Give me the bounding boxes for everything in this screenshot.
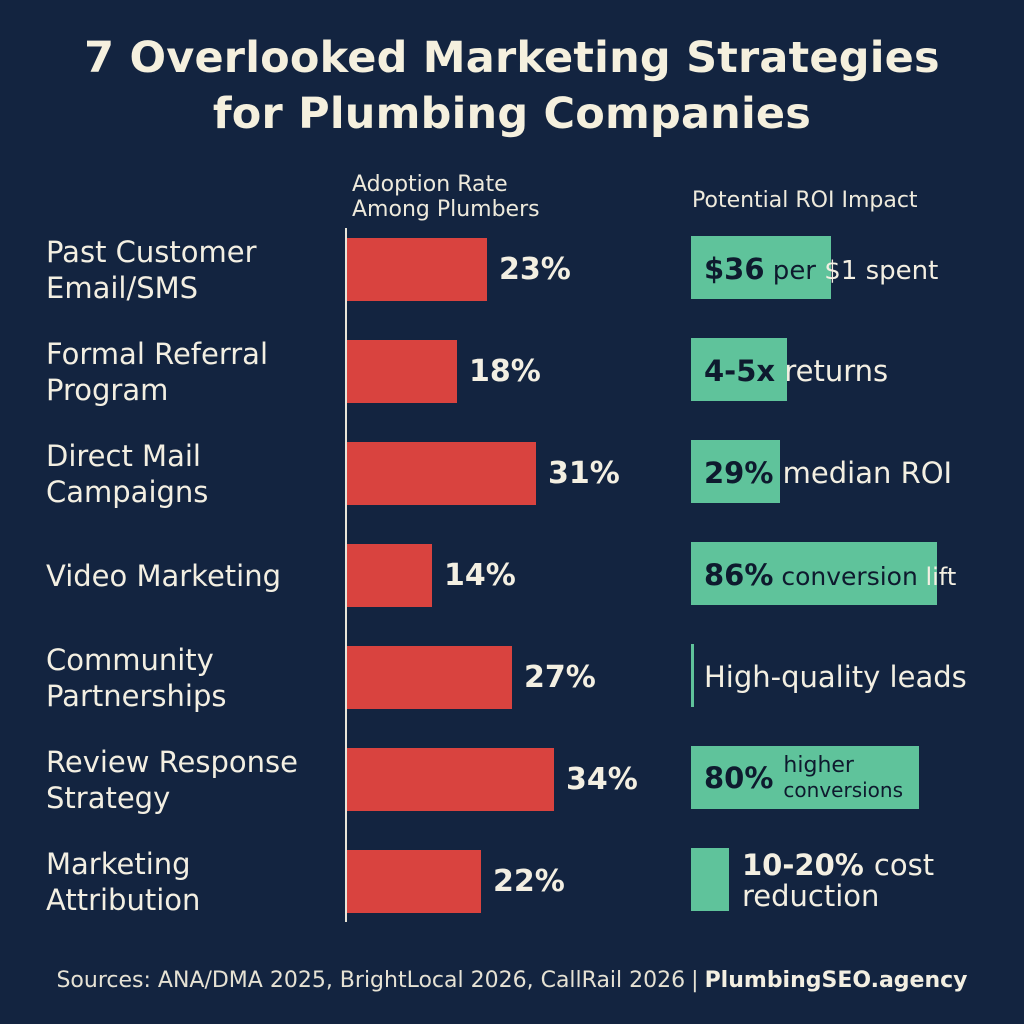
roi-rest: returns <box>775 354 889 388</box>
adoption-bar <box>347 238 487 301</box>
roi-highlight: 80% <box>704 761 774 795</box>
roi-rest: lift <box>917 563 957 591</box>
adoption-bar <box>347 850 481 913</box>
footer-separator: | <box>691 968 699 993</box>
roi-impact-text: High-quality leads <box>704 659 967 700</box>
roi-highlight-box <box>691 644 694 707</box>
roi-highlight-box <box>691 236 831 299</box>
category-label: Formal Referral Program <box>46 336 268 408</box>
category-label: Past Customer Email/SMS <box>46 234 257 306</box>
category-label-line: Community <box>46 643 214 677</box>
roi-mid: conversion <box>773 562 918 591</box>
roi-mid: per <box>764 256 817 286</box>
bar-axis-line <box>345 228 347 922</box>
adoption-value-label: 22% <box>493 864 565 899</box>
category-label-line: Email/SMS <box>46 271 199 305</box>
roi-impact-text: $36 per $1 spent <box>704 251 938 292</box>
category-label: Direct Mail Campaigns <box>46 438 208 510</box>
roi-rest: median ROI <box>773 456 953 490</box>
category-label-line: Partnerships <box>46 679 227 713</box>
adoption-bar <box>347 340 457 403</box>
roi-line: reduction <box>742 879 880 913</box>
roi-rest: $1 spent <box>816 256 939 286</box>
category-label: Video Marketing <box>46 558 281 594</box>
roi-mid: higher conversions <box>783 753 904 803</box>
roi-highlight-box <box>691 338 787 401</box>
roi-impact-text: 80% higher conversions <box>704 753 904 803</box>
roi-highlight: 10-20% <box>742 848 874 882</box>
category-label-line: Video Marketing <box>46 559 282 593</box>
chart-title: 7 Overlooked Marketing Strategies for Pl… <box>0 30 1024 142</box>
roi-impact-text: 86% conversion lift <box>704 557 956 598</box>
category-label: Marketing Attribution <box>46 846 200 918</box>
adoption-rate-header: Adoption Rate Among Plumbers <box>352 172 540 222</box>
adoption-value-label: 31% <box>548 456 620 491</box>
roi-rest: High-quality leads <box>704 660 967 694</box>
roi-impact-text: 4-5x returns <box>704 353 888 394</box>
chart-title-line-1: 7 Overlooked Marketing Strategies <box>84 33 940 83</box>
category-label-line: Review Response <box>46 745 298 779</box>
category-label-line: Program <box>46 373 169 407</box>
adoption-bar <box>347 646 512 709</box>
sources-text: Sources: ANA/DMA 2025, BrightLocal 2026,… <box>56 968 686 993</box>
category-label-line: Direct Mail <box>46 439 201 473</box>
roi-highlight-box <box>691 848 729 911</box>
roi-highlight-box <box>691 440 780 503</box>
category-label-line: Past Customer <box>46 235 257 269</box>
roi-highlight-box <box>691 746 919 809</box>
roi-line: 10-20% cost <box>742 850 934 881</box>
roi-highlight-box <box>691 542 937 605</box>
adoption-value-label: 27% <box>524 660 596 695</box>
roi-highlight: 29% <box>704 456 774 490</box>
brand-name: PlumbingSEO.agency <box>704 968 968 993</box>
chart-title-line-2: for Plumbing Companies <box>212 89 812 139</box>
adoption-value-label: 18% <box>469 354 541 389</box>
roi-highlight: $36 <box>704 252 765 286</box>
roi-impact-header: Potential ROI Impact <box>692 188 918 213</box>
adoption-value-label: 14% <box>444 558 516 593</box>
adoption-bar <box>347 544 432 607</box>
adoption-bar <box>347 442 536 505</box>
category-label: Community Partnerships <box>46 642 226 714</box>
adoption-value-label: 23% <box>499 252 571 287</box>
category-label-line: Attribution <box>46 883 201 917</box>
roi-rest: cost <box>873 848 935 882</box>
category-label: Review Response Strategy <box>46 744 298 816</box>
roi-highlight: 4-5x <box>704 354 776 388</box>
category-label-line: Strategy <box>46 781 171 815</box>
category-label-line: Campaigns <box>46 475 209 509</box>
category-label-line: Formal Referral <box>46 337 269 371</box>
roi-highlight: 86% <box>704 558 774 592</box>
adoption-bar <box>347 748 554 811</box>
roi-impact-text: 29% median ROI <box>704 455 952 496</box>
category-label-line: Marketing <box>46 847 191 881</box>
adoption-value-label: 34% <box>566 762 638 797</box>
sources-footer: Sources: ANA/DMA 2025, BrightLocal 2026,… <box>0 966 1024 996</box>
roi-impact-text: 10-20% cost reduction <box>742 850 934 912</box>
